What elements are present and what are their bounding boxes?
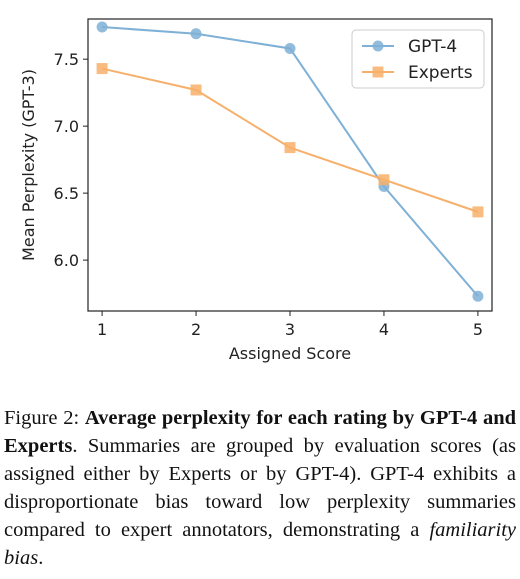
caption-end: . (38, 547, 44, 569)
x-axis-title: Assigned Score (229, 344, 351, 363)
ticks-layer: 1 2 3 4 5 6.0 6.5 7.0 7.5 (54, 50, 483, 339)
data-point-gpt-4 (284, 42, 296, 54)
data-point-gpt-4 (472, 290, 484, 302)
legend: GPT-4 Experts (351, 29, 485, 89)
x-tick-label: 2 (191, 320, 201, 339)
data-point-experts (190, 84, 202, 96)
y-tick-label: 7.0 (54, 117, 79, 136)
figure-caption: Figure 2: Average perplexity for each ra… (4, 404, 516, 572)
legend-label-experts: Experts (408, 63, 473, 83)
data-point-experts (472, 206, 484, 218)
legend-label-gpt-4: GPT-4 (408, 37, 457, 57)
y-tick-label: 6.0 (54, 251, 79, 270)
data-point-gpt-4 (190, 28, 202, 40)
legend-marker-experts (372, 66, 384, 78)
caption-body: . Summaries are grouped by evaluation sc… (4, 435, 516, 541)
plot-frame (87, 18, 493, 312)
y-tick-label: 7.5 (54, 50, 79, 69)
x-tick-label: 5 (473, 320, 483, 339)
data-point-experts (284, 142, 296, 154)
data-point-experts (378, 174, 390, 186)
data-point-gpt-4 (96, 21, 108, 33)
legend-marker-gpt-4 (372, 40, 384, 52)
y-axis-title: Mean Perplexity (GPT-3) (19, 69, 38, 261)
x-tick-label: 4 (379, 320, 389, 339)
series-layer (96, 21, 484, 302)
x-tick-label: 3 (285, 320, 295, 339)
data-point-experts (96, 63, 108, 75)
y-tick-label: 6.5 (54, 184, 79, 203)
caption-bold-text: Average perplexity for each rating by GP… (4, 407, 516, 457)
x-tick-label: 1 (97, 320, 107, 339)
caption-label: Figure 2: (4, 407, 85, 429)
series-line-experts (101, 67, 479, 213)
line-chart: 1 2 3 4 5 6.0 6.5 7.0 7.5 Assigned Score Mean Pe… (19, 18, 493, 363)
caption-italic-text: familiarity bias (4, 519, 516, 569)
legend-box (351, 29, 485, 89)
